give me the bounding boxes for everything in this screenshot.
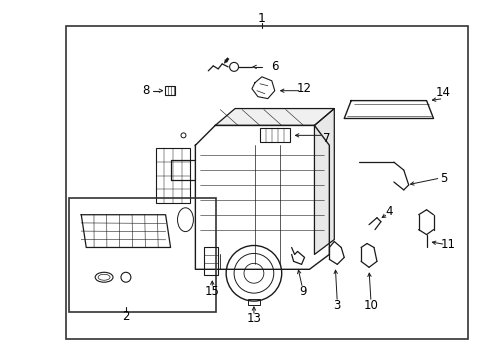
- Text: 13: 13: [246, 312, 261, 325]
- Text: 1: 1: [257, 12, 265, 25]
- Text: 12: 12: [296, 82, 311, 95]
- Text: 9: 9: [298, 285, 305, 298]
- Bar: [66, 26, 468, 339]
- Polygon shape: [344, 100, 433, 118]
- Text: 14: 14: [435, 86, 450, 99]
- Polygon shape: [251, 77, 274, 99]
- Text: 4: 4: [385, 205, 392, 218]
- Text: 11: 11: [440, 238, 455, 251]
- Text: 15: 15: [204, 285, 219, 298]
- Bar: [164, 86, 174, 95]
- Text: 8: 8: [142, 84, 149, 97]
- Polygon shape: [195, 125, 328, 269]
- Text: 5: 5: [439, 171, 446, 185]
- Bar: [69, 198, 216, 312]
- Polygon shape: [215, 109, 334, 125]
- Bar: [155, 148, 190, 203]
- Text: 10: 10: [363, 298, 378, 311]
- Bar: [204, 247, 218, 275]
- Text: 3: 3: [333, 298, 340, 311]
- Text: 6: 6: [270, 60, 278, 73]
- Text: 2: 2: [122, 310, 129, 323]
- Polygon shape: [81, 215, 170, 247]
- Polygon shape: [314, 109, 334, 255]
- Bar: [247, 299, 259, 305]
- Text: 7: 7: [322, 132, 329, 145]
- Bar: [259, 129, 289, 142]
